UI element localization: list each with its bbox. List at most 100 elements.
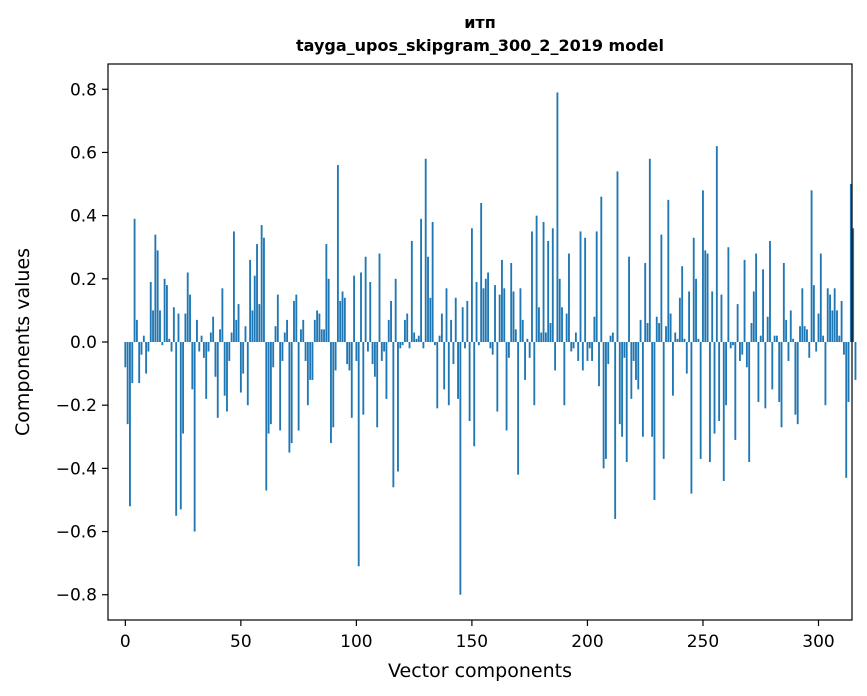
bar-component-75 [297, 342, 300, 431]
bar-component-189 [561, 307, 563, 342]
bar-component-128 [420, 218, 423, 342]
bar-component-109 [376, 342, 379, 428]
bar-component-268 [743, 259, 746, 342]
bar-component-216 [623, 342, 626, 358]
bar-component-192 [568, 253, 570, 342]
bar-component-106 [369, 281, 372, 342]
y-tick-label: 0.4 [70, 207, 97, 227]
bar-component-67 [279, 342, 282, 431]
bar-component-236 [669, 313, 672, 342]
bar-component-284 [780, 342, 783, 428]
bar-component-63 [269, 342, 272, 425]
bar-component-57 [256, 244, 258, 342]
bar-component-149 [468, 342, 471, 421]
bar-component-99 [353, 275, 355, 342]
bar-component-157 [487, 272, 490, 342]
bar-component-183 [547, 240, 550, 342]
bar-component-56 [253, 275, 256, 342]
bar-component-191 [565, 313, 568, 342]
bar-component-307 [833, 288, 836, 342]
bar-component-96 [346, 342, 349, 365]
bar-component-159 [491, 342, 494, 355]
x-axis: 0 50 100 150 200 250 300 [120, 620, 835, 652]
bar-component-10 [147, 342, 150, 352]
bar-component-175 [528, 342, 531, 358]
bar-component-300 [817, 313, 820, 342]
bar-component-215 [621, 342, 624, 437]
bar-component-182 [544, 332, 547, 342]
bar-component-14 [156, 250, 159, 342]
bar-component-124 [410, 240, 413, 342]
bar-component-263 [732, 342, 734, 346]
bar-component-315 [852, 228, 855, 342]
bar-component-207 [602, 342, 605, 469]
bar-component-29 [191, 342, 194, 390]
y-tick-label: 0.2 [70, 270, 97, 290]
bar-component-311 [842, 342, 845, 355]
bar-component-97 [348, 342, 351, 371]
bar-component-261 [727, 247, 730, 342]
bar-component-293 [801, 288, 804, 342]
bar-component-237 [672, 342, 674, 396]
bar-component-185 [551, 228, 554, 342]
bar-component-24 [179, 342, 182, 510]
bar-component-285 [782, 263, 785, 342]
bar-component-251 [704, 250, 707, 342]
bar-component-278 [766, 316, 769, 342]
bar-component-219 [630, 342, 633, 399]
bar-component-88 [327, 278, 330, 342]
bar-component-229 [653, 342, 656, 500]
bar-component-73 [293, 300, 295, 342]
bar-component-231 [658, 323, 660, 342]
bar-component-245 [690, 342, 693, 494]
bar-component-264 [734, 342, 737, 440]
bar-component-60 [263, 237, 265, 342]
bar-component-290 [794, 342, 797, 415]
bar-component-211 [611, 332, 614, 342]
bar-component-95 [343, 297, 346, 342]
bar-component-15 [159, 310, 161, 342]
bar-component-280 [771, 342, 774, 390]
bar-component-200 [586, 342, 589, 361]
bar-component-148 [466, 300, 469, 342]
bar-component-197 [579, 231, 582, 342]
bar-component-36 [207, 342, 210, 352]
bar-component-287 [787, 342, 790, 361]
bar-component-116 [392, 342, 395, 488]
bar-component-298 [812, 285, 815, 342]
bar-component-49 [237, 304, 240, 342]
bar-component-126 [415, 338, 418, 342]
bar-component-253 [708, 342, 711, 463]
bar-component-254 [711, 291, 714, 342]
bar-component-104 [364, 256, 367, 342]
bar-component-87 [325, 244, 328, 342]
bar-component-305 [829, 294, 831, 342]
bar-component-313 [847, 342, 850, 403]
bar-component-297 [810, 190, 813, 342]
bar-component-212 [614, 342, 617, 519]
bar-component-156 [484, 278, 487, 342]
bar-component-165 [505, 342, 508, 431]
bar-component-152 [475, 281, 478, 342]
bar-component-301 [819, 253, 822, 342]
bar-component-289 [792, 338, 795, 342]
bar-component-214 [618, 342, 621, 425]
bar-component-220 [632, 342, 635, 361]
y-axis-label: Components values [12, 248, 34, 436]
bar-component-120 [401, 342, 404, 346]
bar-component-101 [357, 342, 360, 567]
bar-component-223 [639, 319, 642, 342]
bar-component-79 [306, 342, 309, 406]
bar-component-164 [503, 288, 506, 342]
bar-component-134 [434, 342, 436, 346]
bar-component-276 [762, 269, 764, 342]
bar-component-93 [339, 300, 342, 342]
bar-component-119 [399, 342, 402, 349]
bar-component-312 [845, 342, 848, 478]
bar-component-84 [318, 313, 321, 342]
bar-component-65 [274, 326, 277, 342]
bar-component-180 [540, 332, 543, 342]
bar-component-190 [563, 342, 566, 406]
bar-component-243 [685, 342, 688, 374]
